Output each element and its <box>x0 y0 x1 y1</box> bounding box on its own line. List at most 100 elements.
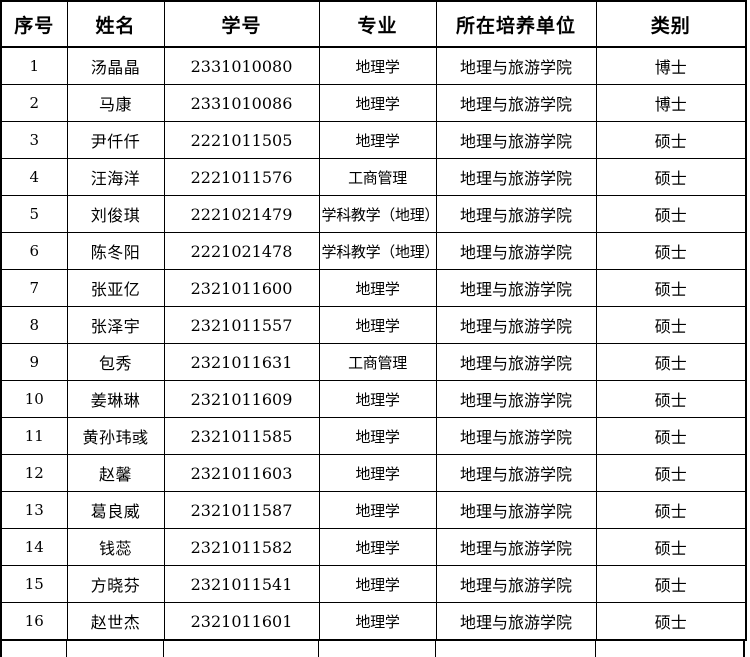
table-row: 13 葛良威 2321011587 地理学 地理与旅游学院 硕士 <box>0 491 747 529</box>
cell-major: 地理学 <box>318 306 437 344</box>
cell-major: 地理学 <box>318 528 437 566</box>
cell-index: 9 <box>0 343 68 381</box>
cell-name: 姜琳琳 <box>66 380 165 418</box>
table-row: 11 黄孙玮彧 2321011585 地理学 地理与旅游学院 硕士 <box>0 417 747 455</box>
cell-unit: 地理与旅游学院 <box>435 46 597 85</box>
cell-student-id: 2321011582 <box>163 528 320 566</box>
table-row: 14 钱蕊 2321011582 地理学 地理与旅游学院 硕士 <box>0 528 747 566</box>
column-header-student-id: 学号 <box>163 0 320 48</box>
cell-type: 硕士 <box>595 232 747 270</box>
cell-major: 地理学 <box>318 491 437 529</box>
cell-type: 硕士 <box>595 306 747 344</box>
table-row: 5 刘俊琪 2221021479 学科教学（地理） 地理与旅游学院 硕士 <box>0 195 747 233</box>
cell-name: 张泽宇 <box>66 306 165 344</box>
cell-student-id: 2221011505 <box>163 121 320 159</box>
cell-type: 硕士 <box>595 491 747 529</box>
column-divider <box>163 641 164 657</box>
cell-unit: 地理与旅游学院 <box>435 121 597 159</box>
cell-type: 硕士 <box>595 158 747 196</box>
cell-index: 11 <box>0 417 68 455</box>
cell-student-id: 2221021478 <box>163 232 320 270</box>
cell-major: 工商管理 <box>318 343 437 381</box>
cell-student-id: 2321011541 <box>163 565 320 603</box>
cell-student-id: 2321011631 <box>163 343 320 381</box>
cell-name: 包秀 <box>66 343 165 381</box>
cell-unit: 地理与旅游学院 <box>435 343 597 381</box>
cell-index: 14 <box>0 528 68 566</box>
cell-student-id: 2331010080 <box>163 46 320 85</box>
cell-name: 赵世杰 <box>66 602 165 641</box>
cell-unit: 地理与旅游学院 <box>435 84 597 122</box>
cell-student-id: 2221021479 <box>163 195 320 233</box>
cell-type: 硕士 <box>595 269 747 307</box>
cell-index: 1 <box>0 46 68 85</box>
cell-major: 地理学 <box>318 46 437 85</box>
cell-name: 尹仟仟 <box>66 121 165 159</box>
cell-student-id: 2321011585 <box>163 417 320 455</box>
table-header: 序号 姓名 学号 专业 所在培养单位 类别 <box>0 0 747 48</box>
cell-type: 硕士 <box>595 380 747 418</box>
column-divider <box>66 641 67 657</box>
cell-name: 刘俊琪 <box>66 195 165 233</box>
cell-name: 陈冬阳 <box>66 232 165 270</box>
cell-student-id: 2321011609 <box>163 380 320 418</box>
table-header-row: 序号 姓名 学号 专业 所在培养单位 类别 <box>0 0 747 48</box>
table-row: 15 方晓芬 2321011541 地理学 地理与旅游学院 硕士 <box>0 565 747 603</box>
column-header-type: 类别 <box>595 0 747 48</box>
cell-unit: 地理与旅游学院 <box>435 306 597 344</box>
cell-unit: 地理与旅游学院 <box>435 454 597 492</box>
cell-index: 15 <box>0 565 68 603</box>
cell-index: 4 <box>0 158 68 196</box>
table-row: 2 马康 2331010086 地理学 地理与旅游学院 博士 <box>0 84 747 122</box>
cell-student-id: 2321011587 <box>163 491 320 529</box>
cell-major: 地理学 <box>318 417 437 455</box>
cell-major: 地理学 <box>318 84 437 122</box>
cell-major: 地理学 <box>318 269 437 307</box>
cell-major: 学科教学（地理） <box>318 195 437 233</box>
cell-unit: 地理与旅游学院 <box>435 380 597 418</box>
cell-index: 16 <box>0 602 68 641</box>
cell-student-id: 2221011576 <box>163 158 320 196</box>
cell-type: 硕士 <box>595 417 747 455</box>
cell-type: 博士 <box>595 46 747 85</box>
cell-unit: 地理与旅游学院 <box>435 417 597 455</box>
table-row-partial <box>0 641 745 657</box>
cell-type: 博士 <box>595 84 747 122</box>
table-row: 7 张亚亿 2321011600 地理学 地理与旅游学院 硕士 <box>0 269 747 307</box>
column-divider <box>435 641 436 657</box>
cell-major: 地理学 <box>318 454 437 492</box>
table-row: 10 姜琳琳 2321011609 地理学 地理与旅游学院 硕士 <box>0 380 747 418</box>
cell-index: 8 <box>0 306 68 344</box>
table-row: 16 赵世杰 2321011601 地理学 地理与旅游学院 硕士 <box>0 602 747 641</box>
cell-type: 硕士 <box>595 121 747 159</box>
table-row: 9 包秀 2321011631 工商管理 地理与旅游学院 硕士 <box>0 343 747 381</box>
cell-major: 地理学 <box>318 565 437 603</box>
cell-name: 汪海洋 <box>66 158 165 196</box>
cell-unit: 地理与旅游学院 <box>435 158 597 196</box>
cell-student-id: 2321011557 <box>163 306 320 344</box>
cell-index: 5 <box>0 195 68 233</box>
cell-student-id: 2321011600 <box>163 269 320 307</box>
column-header-unit: 所在培养单位 <box>435 0 597 48</box>
table-row: 3 尹仟仟 2221011505 地理学 地理与旅游学院 硕士 <box>0 121 747 159</box>
column-header-index: 序号 <box>0 0 68 48</box>
cell-unit: 地理与旅游学院 <box>435 528 597 566</box>
cell-student-id: 2331010086 <box>163 84 320 122</box>
cell-major: 地理学 <box>318 602 437 641</box>
table-row: 8 张泽宇 2321011557 地理学 地理与旅游学院 硕士 <box>0 306 747 344</box>
cell-major: 学科教学（地理） <box>318 232 437 270</box>
cell-major: 地理学 <box>318 121 437 159</box>
cell-index: 7 <box>0 269 68 307</box>
table-row: 1 汤晶晶 2331010080 地理学 地理与旅游学院 博士 <box>0 46 747 85</box>
cell-name: 葛良威 <box>66 491 165 529</box>
cell-unit: 地理与旅游学院 <box>435 491 597 529</box>
column-divider <box>318 641 319 657</box>
column-header-name: 姓名 <box>66 0 165 48</box>
cell-major: 工商管理 <box>318 158 437 196</box>
cell-name: 汤晶晶 <box>66 46 165 85</box>
cell-index: 10 <box>0 380 68 418</box>
cell-type: 硕士 <box>595 195 747 233</box>
cell-name: 马康 <box>66 84 165 122</box>
cell-unit: 地理与旅游学院 <box>435 269 597 307</box>
